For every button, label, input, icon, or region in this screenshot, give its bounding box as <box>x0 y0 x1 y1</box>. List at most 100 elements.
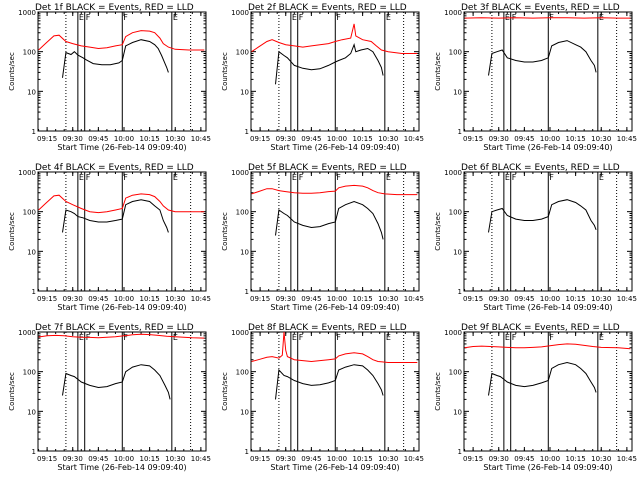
attenuator-flag: E <box>292 173 297 182</box>
attenuator-flag: E <box>599 173 604 182</box>
y-tick-label: 1000 <box>231 329 249 337</box>
attenuator-flag: E <box>599 333 604 342</box>
panel-2: Det 2f BLACK = Events, RED = LLD 1 10 100 10… <box>221 3 424 152</box>
panel-title: Det 2f BLACK = Events, RED = LLD <box>248 3 407 13</box>
y-tick-label: 100 <box>236 49 249 57</box>
panel-title: Det 1f BLACK = Events, RED = LLD <box>35 3 194 13</box>
attenuator-flag: E <box>386 333 391 342</box>
attenuator-flag: F <box>549 333 554 342</box>
x-tick-label: 10:00 <box>327 455 347 463</box>
x-tick-label: 10:15 <box>353 455 373 463</box>
y-axis-label: Counts/sec <box>8 372 16 411</box>
y-tick-label: 100 <box>236 209 249 217</box>
x-tick-label: 09:30 <box>489 135 509 143</box>
y-tick-label: 1000 <box>18 9 36 17</box>
x-tick-label: 10:45 <box>617 455 637 463</box>
events-series-line <box>275 364 384 400</box>
x-tick-label: 09:45 <box>301 455 321 463</box>
panel-title: Det 8f BLACK = Events, RED = LLD <box>248 323 407 333</box>
y-axis-label: Counts/sec <box>8 212 16 251</box>
panel-8: Det 8f BLACK = Events, RED = LLD 1 10 100 10… <box>221 323 424 472</box>
x-tick-label: 09:30 <box>276 455 296 463</box>
y-tick-label: 1 <box>458 128 462 136</box>
x-tick-label: 10:30 <box>378 455 398 463</box>
x-tick-label: 09:45 <box>301 135 321 143</box>
panel-title: Det 3f BLACK = Events, RED = LLD <box>461 3 620 13</box>
y-tick-label: 1 <box>32 128 36 136</box>
y-tick-label: 10 <box>27 408 36 416</box>
attenuator-flag: F <box>512 333 517 342</box>
x-tick-label: 09:15 <box>250 135 270 143</box>
y-axis-label: Counts/sec <box>221 372 229 411</box>
lld-series-line <box>251 184 418 196</box>
x-tick-label: 09:45 <box>514 135 534 143</box>
events-series-line <box>62 39 169 78</box>
attenuator-flag: E <box>173 173 178 182</box>
x-tick-label: 10:00 <box>114 455 134 463</box>
panel-9: Det 9f BLACK = Events, RED = LLD 1 10 100 10… <box>434 323 637 472</box>
attenuator-flag: F <box>336 333 341 342</box>
x-tick-label: 09:15 <box>37 135 57 143</box>
x-tick-label: 09:30 <box>276 295 296 303</box>
events-series-line <box>488 40 597 76</box>
y-tick-label: 1000 <box>231 169 249 177</box>
attenuator-flag: E <box>173 13 178 22</box>
x-tick-label: 10:15 <box>353 295 373 303</box>
y-tick-label: 10 <box>240 248 249 256</box>
attenuator-flag: F <box>549 173 554 182</box>
x-tick-label: 10:00 <box>327 295 347 303</box>
attenuator-flag: F <box>336 13 341 22</box>
x-tick-label: 09:30 <box>489 295 509 303</box>
x-tick-label: 10:00 <box>540 135 560 143</box>
y-tick-label: 100 <box>449 49 462 57</box>
x-tick-label: 10:15 <box>140 455 160 463</box>
x-tick-label: 09:45 <box>88 455 108 463</box>
panel-7: Det 7f BLACK = Events, RED = LLD 1 10 100 10… <box>8 323 211 472</box>
panel-title: Det 4f BLACK = Events, RED = LLD <box>35 163 194 173</box>
x-tick-label: 09:15 <box>463 295 483 303</box>
panel-title: Det 7f BLACK = Events, RED = LLD <box>35 323 194 333</box>
x-tick-label: 10:00 <box>327 135 347 143</box>
attenuator-flag: F <box>512 173 517 182</box>
panel-6: Det 6f BLACK = Events, RED = LLD 1 10 100 10… <box>434 163 637 312</box>
y-tick-label: 1000 <box>18 169 36 177</box>
panel-title: Det 9f BLACK = Events, RED = LLD <box>461 323 620 333</box>
x-tick-label: 10:45 <box>617 135 637 143</box>
x-tick-label: 10:00 <box>540 295 560 303</box>
x-axis-label: Start Time (26-Feb-14 09:09:40) <box>483 303 612 312</box>
x-axis-label: Start Time (26-Feb-14 09:09:40) <box>483 463 612 472</box>
y-axis-label: Counts/sec <box>434 52 442 91</box>
attenuator-flag: E <box>292 13 297 22</box>
x-tick-label: 10:30 <box>165 135 185 143</box>
x-tick-label: 09:45 <box>514 295 534 303</box>
panel-title: Det 6f BLACK = Events, RED = LLD <box>461 163 620 173</box>
lld-series-line <box>38 30 205 51</box>
events-series-line <box>275 200 384 240</box>
x-tick-label: 10:45 <box>617 295 637 303</box>
x-axis-label: Start Time (26-Feb-14 09:09:40) <box>57 143 186 152</box>
x-tick-label: 10:00 <box>114 295 134 303</box>
attenuator-flag: E <box>505 173 510 182</box>
attenuator-flag: F <box>123 173 128 182</box>
y-tick-label: 1 <box>458 288 462 296</box>
y-tick-label: 1000 <box>444 169 462 177</box>
x-tick-label: 10:30 <box>378 135 398 143</box>
x-tick-label: 10:00 <box>540 455 560 463</box>
panel-3: Det 3f BLACK = Events, RED = LLD 1 10 100 10… <box>434 3 637 152</box>
attenuator-flag: E <box>173 333 178 342</box>
attenuator-flag: F <box>299 173 304 182</box>
y-tick-label: 1 <box>32 288 36 296</box>
x-tick-label: 09:45 <box>301 295 321 303</box>
events-series-line <box>275 43 384 85</box>
x-tick-label: 10:15 <box>353 135 373 143</box>
y-tick-label: 10 <box>453 248 462 256</box>
panel-5: Det 5f BLACK = Events, RED = LLD 1 10 100 10… <box>221 163 424 312</box>
y-tick-label: 10 <box>27 248 36 256</box>
y-axis-label: Counts/sec <box>434 372 442 411</box>
x-tick-label: 09:15 <box>37 295 57 303</box>
x-tick-label: 10:45 <box>191 455 211 463</box>
events-series-line <box>62 199 169 233</box>
attenuator-flag: F <box>123 13 128 22</box>
events-series-line <box>488 199 597 233</box>
y-tick-label: 100 <box>449 209 462 217</box>
